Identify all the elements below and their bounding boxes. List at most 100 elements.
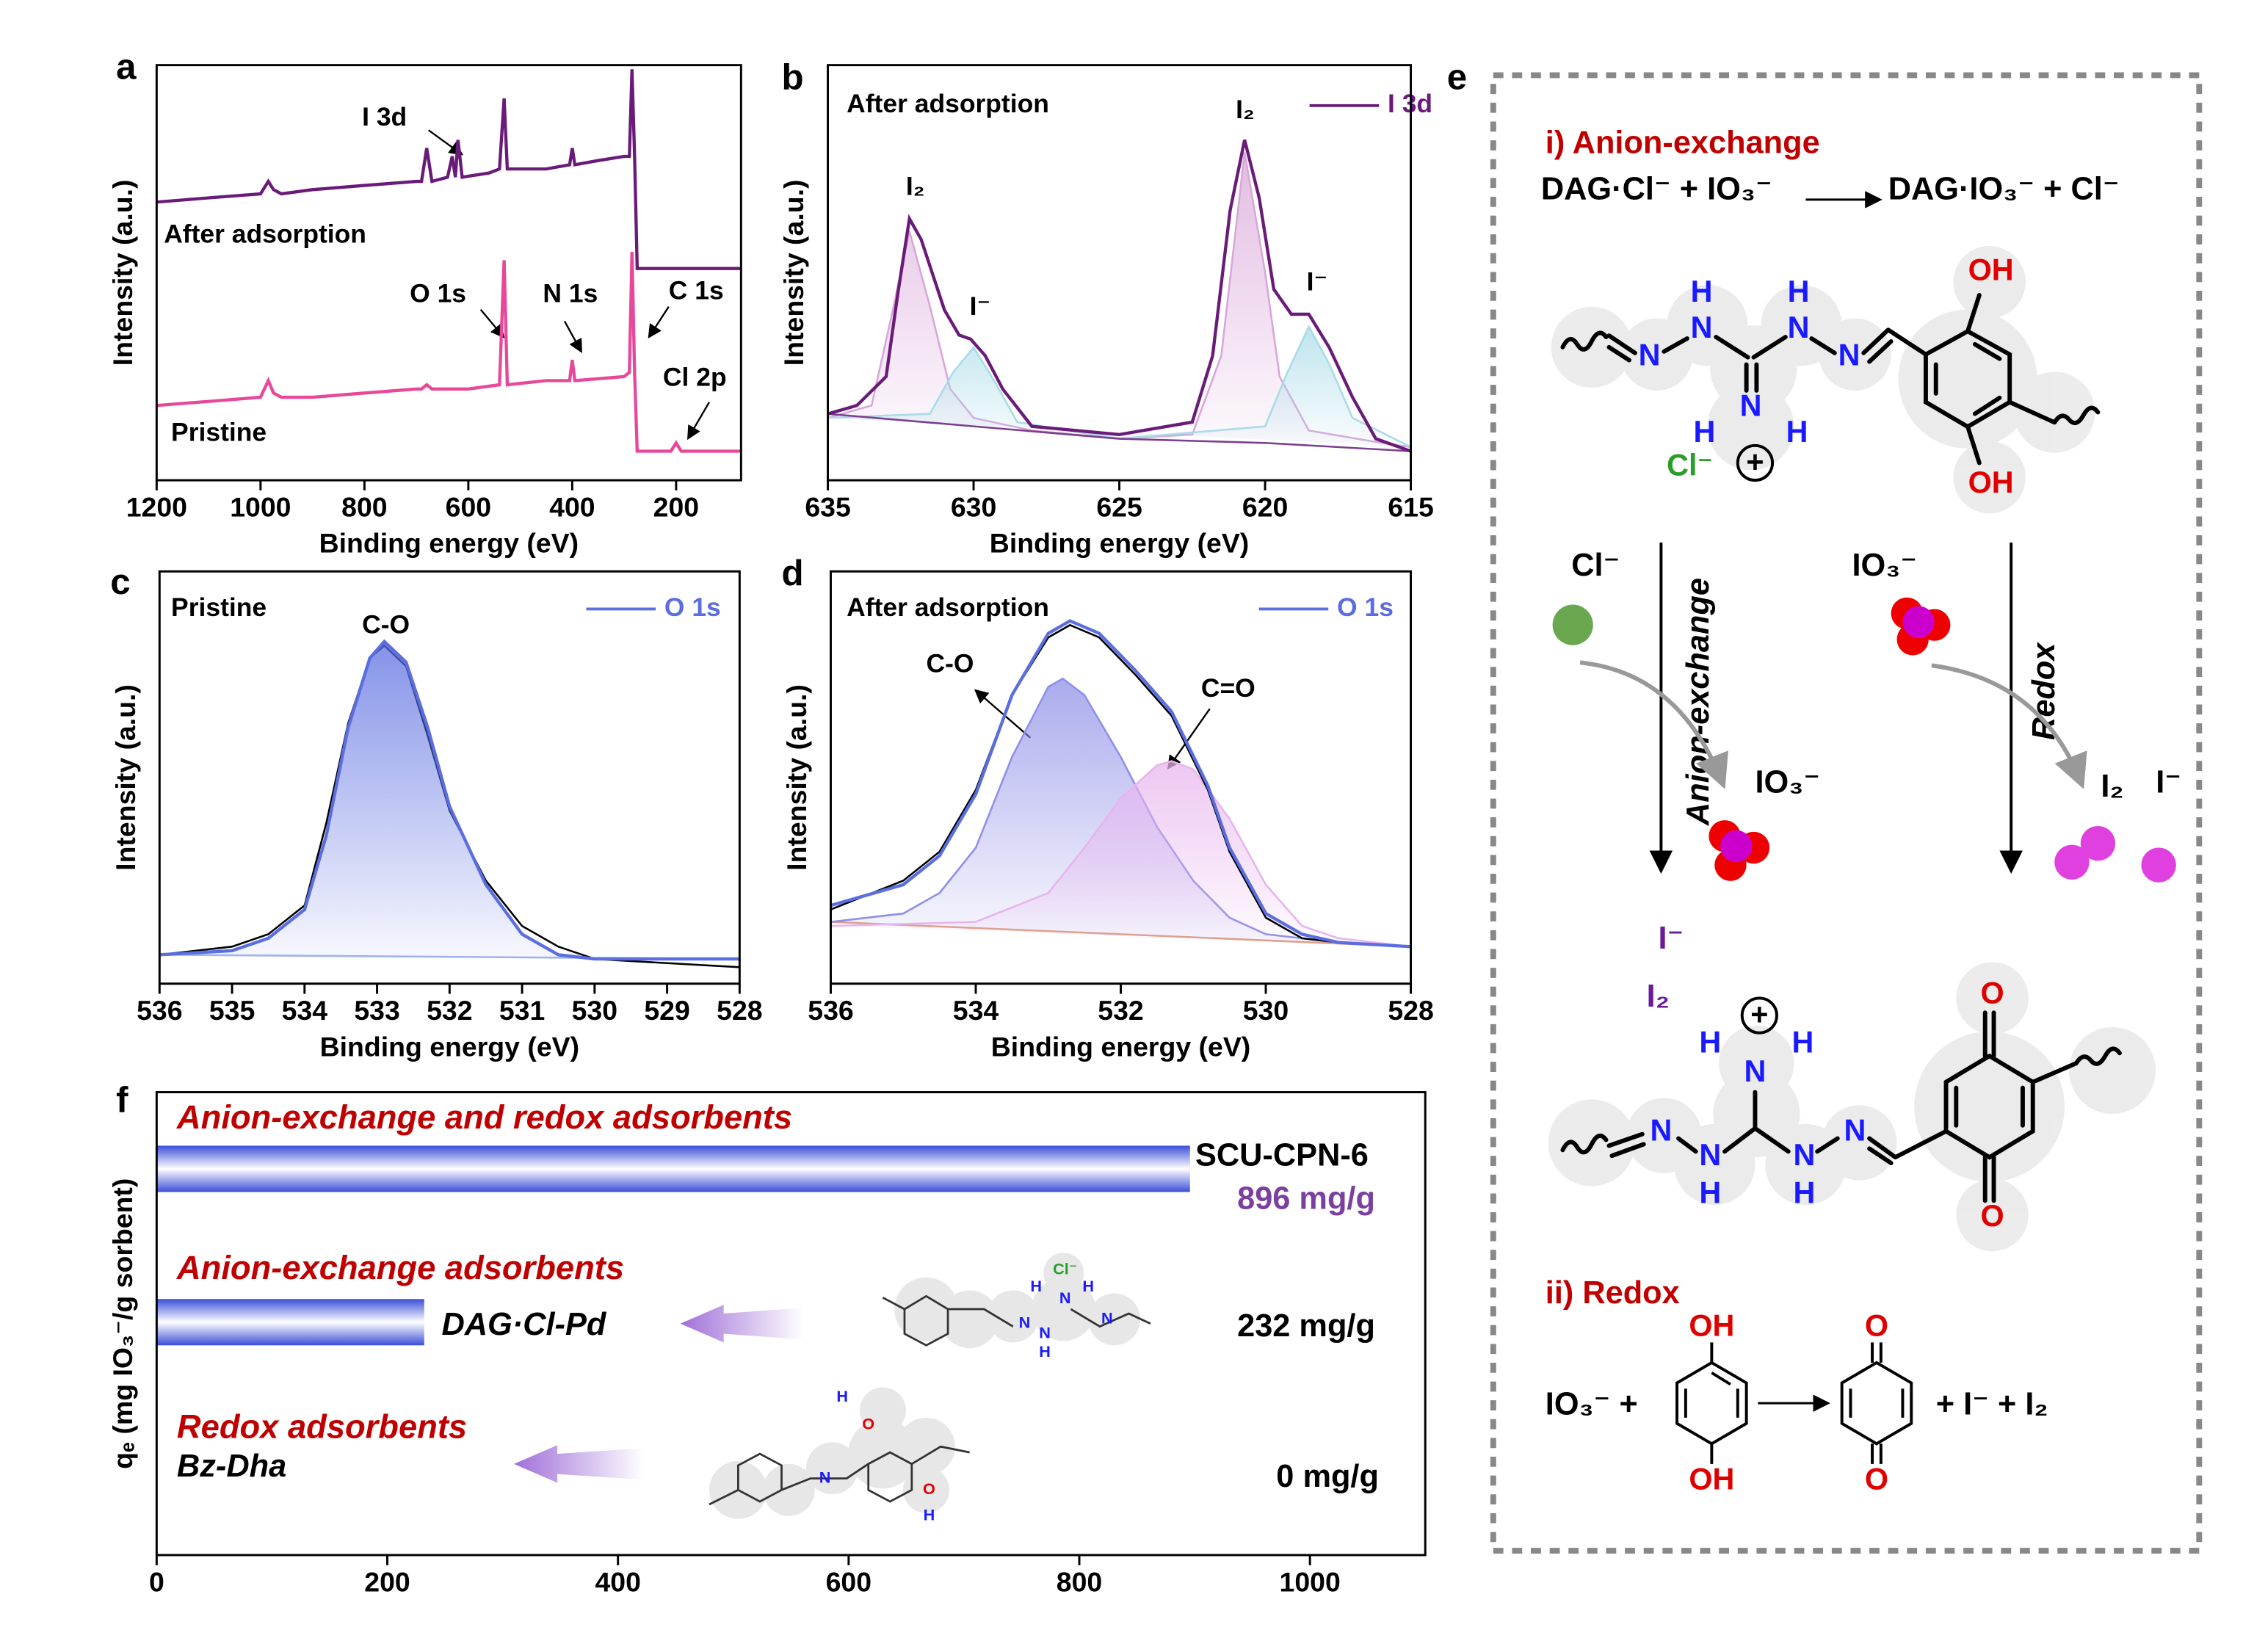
atom-label: N (1838, 338, 1860, 372)
panel-letter: c (110, 562, 130, 602)
series-line (156, 251, 742, 453)
x-tick-label: 530 (572, 995, 617, 1026)
series-label: Pristine (171, 417, 267, 446)
bar (156, 1299, 424, 1346)
annotation: C-O (362, 609, 410, 639)
atom-label: O (1980, 976, 2004, 1010)
equation-left: IO₃⁻ + (1546, 1387, 1638, 1422)
x-axis-label: Binding energy (eV) (990, 528, 1249, 559)
atom-label: O (1865, 1462, 1888, 1496)
component-area (830, 761, 1411, 947)
atom-label: N (1650, 1114, 1672, 1148)
atom-label: H (1699, 1175, 1721, 1209)
panel-letter: d (781, 553, 803, 593)
atom-label: H (836, 1387, 848, 1405)
x-tick-label: 534 (953, 995, 999, 1026)
component-area (827, 326, 1411, 447)
panel-e: e i) Anion-exchange DAG·Cl⁻ + IO₃⁻ DAG·I… (1447, 57, 2203, 1554)
y-axis-label: Intensity (a.u.) (781, 684, 812, 871)
group-title: Anion-exchange adsorbents (176, 1249, 624, 1286)
iodine-ball (2080, 826, 2116, 861)
curved-arrow (1579, 660, 1728, 789)
product-label: I⁻ (2156, 764, 2181, 800)
ion-label: IO₃⁻ (1852, 548, 1917, 583)
annotation: I₂ (906, 171, 925, 200)
annotation: I⁻ (970, 291, 991, 321)
panel-letter: a (116, 47, 137, 87)
annotation: I 3d (362, 102, 407, 131)
panel-letter: e (1447, 57, 1467, 97)
molecule-glow (1551, 245, 2095, 514)
x-tick-label: 528 (717, 995, 762, 1026)
atom-label: H (1699, 1025, 1721, 1059)
x-tick-label: 536 (137, 995, 182, 1026)
atom-label: OH (1968, 465, 2014, 499)
atom-label: N (1101, 1309, 1113, 1327)
legend-label: O 1s (1337, 593, 1394, 622)
series-line (830, 619, 1411, 949)
atom-label: N (819, 1468, 831, 1486)
x-tick-label: 635 (805, 491, 850, 522)
iodate-ball (1708, 820, 1770, 881)
x-tick-label: 535 (209, 995, 255, 1026)
x-tick-label: 0 (149, 1566, 164, 1597)
series-label: After adsorption (164, 220, 366, 249)
series-line (830, 623, 1411, 948)
x-tick-label: 532 (1098, 995, 1143, 1026)
plot-frame (155, 64, 742, 482)
atom-label: H (1788, 275, 1810, 308)
atom-label: H (1691, 275, 1713, 308)
x-tick-label: 536 (808, 995, 853, 1026)
x-tick-label: 800 (341, 491, 387, 522)
x-tick-label: 200 (364, 1566, 410, 1597)
x-tick-label: 529 (644, 995, 689, 1026)
x-tick-label: 625 (1096, 491, 1142, 522)
product-label: IO₃⁻ (1755, 764, 1820, 800)
atom-label: Cl⁻ (1667, 448, 1713, 482)
x-tick-label: 1200 (126, 491, 187, 522)
charge: + (1750, 998, 1768, 1032)
x-axis-label: Binding energy (eV) (991, 1031, 1250, 1062)
atom-label: N (1639, 338, 1661, 372)
atom-label: O (1865, 1309, 1888, 1343)
x-axis-label: Binding energy (eV) (320, 1031, 579, 1062)
atom-label: N (1744, 1054, 1767, 1088)
atom-label: H (1039, 1342, 1051, 1361)
category-label: DAG·Cl-Pd (441, 1307, 606, 1342)
charge: + (1746, 445, 1764, 479)
series-line (830, 760, 1411, 948)
equation-left: DAG·Cl⁻ + IO₃⁻ (1541, 172, 1772, 207)
product-label: I₂ (2101, 769, 2123, 804)
annotation: C-O (927, 649, 974, 678)
y-axis-label: Intensity (a.u.) (107, 180, 138, 366)
process-label: Redox (2026, 642, 2062, 740)
y-axis-label: Intensity (a.u.) (778, 180, 809, 366)
x-tick-label: 534 (282, 995, 328, 1026)
x-tick-label: 1000 (230, 491, 291, 522)
atom-label: N (1794, 1138, 1816, 1172)
x-tick-label: 400 (595, 1566, 640, 1597)
atom-label: H (1786, 415, 1808, 449)
atom-label: H (1030, 1277, 1042, 1295)
atom-label: N (1844, 1114, 1866, 1148)
atom-label: N (1740, 389, 1762, 423)
y-axis-label: qₑ (mg IO₃⁻/g sorbent) (107, 1178, 138, 1469)
atom-label: OH (1689, 1309, 1734, 1343)
series-line (827, 139, 1412, 453)
annotation: After adsorption (847, 593, 1049, 622)
x-tick-label: 528 (1388, 995, 1433, 1026)
atom-label: N (1788, 311, 1810, 344)
annotation: Pristine (171, 593, 267, 622)
annotation: C=O (1201, 673, 1255, 703)
y-axis-label: Intensity (a.u.) (110, 684, 141, 871)
x-tick-label: 630 (951, 491, 996, 522)
released-label: I⁻ (1658, 921, 1684, 956)
iodide-ball (2141, 847, 2176, 883)
x-tick-label: 532 (427, 995, 472, 1026)
atom-label: O (1980, 1199, 2004, 1233)
atom-label: O (923, 1479, 935, 1498)
panel-f-decor: Cl⁻ H N H N N H N N O H O H (514, 1253, 1151, 1524)
iodine-ball (2054, 844, 2090, 880)
annotation: C 1s (669, 275, 724, 305)
